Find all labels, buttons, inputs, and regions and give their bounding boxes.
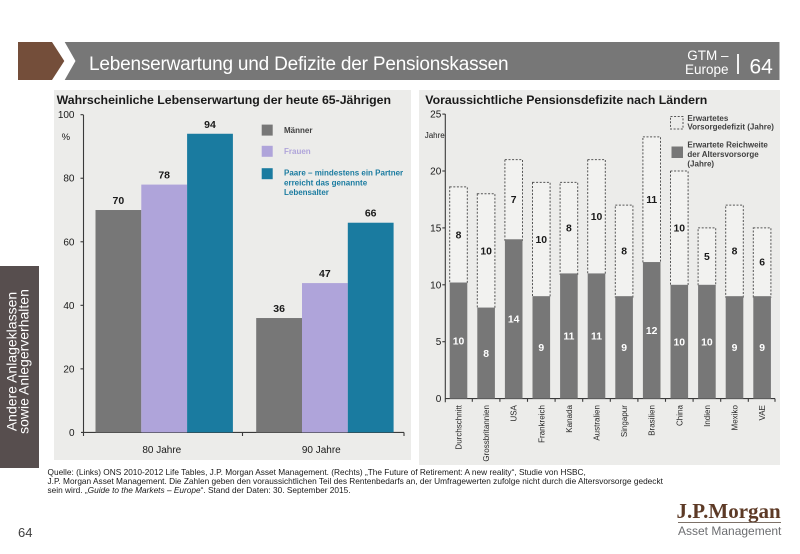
svg-text:Männer: Männer [284,126,312,135]
svg-text:9: 9 [621,343,627,354]
svg-text:78: 78 [158,170,170,182]
svg-text:Durchschnitt: Durchschnitt [455,404,464,449]
svg-text:47: 47 [319,268,331,280]
svg-text:Wahrscheinliche Lebenserwartun: Wahrscheinliche Lebenserwartung der heut… [57,93,391,107]
svg-text:36: 36 [273,303,285,315]
svg-text:Kanada: Kanada [565,405,574,433]
svg-text:10: 10 [701,337,713,348]
svg-text:5: 5 [436,337,442,348]
svg-text:USA: USA [510,404,519,421]
svg-text:80 Jahre: 80 Jahre [142,445,181,456]
svg-text:60: 60 [63,237,75,248]
svg-text:25: 25 [430,110,442,121]
svg-text:10: 10 [453,336,465,347]
svg-text:0: 0 [436,394,442,405]
svg-text:Frauen: Frauen [284,147,311,156]
svg-text:Vorsorgedefizit (Jahre): Vorsorgedefizit (Jahre) [687,122,774,131]
svg-text:10: 10 [430,280,442,291]
svg-text:GTM –: GTM – [687,48,729,63]
svg-text:70: 70 [113,195,125,207]
svg-text:12: 12 [646,326,658,337]
svg-text:China: China [675,405,684,426]
svg-text:Brasilien: Brasilien [648,405,657,436]
svg-text:Europe: Europe [685,62,729,77]
svg-text:Frankreich: Frankreich [537,405,546,443]
svg-text:Erwartete Reichweite: Erwartete Reichweite [687,141,768,150]
svg-text:8: 8 [483,349,489,360]
svg-text:VAE: VAE [758,405,767,420]
svg-text:90 Jahre: 90 Jahre [302,445,341,456]
svg-text:8: 8 [566,224,572,235]
svg-text:Jahre: Jahre [425,131,446,140]
svg-text:Mexiko: Mexiko [731,405,740,431]
svg-text:erreicht das genannte: erreicht das genannte [284,178,368,187]
svg-text:Singapur: Singapur [620,405,629,437]
svg-text:Lebenserwartung und Defizite d: Lebenserwartung und Defizite der Pension… [89,54,508,75]
svg-text:9: 9 [759,343,765,354]
svg-text:Erwartetes: Erwartetes [687,114,728,123]
svg-text:94: 94 [204,119,216,131]
svg-text:80: 80 [63,174,75,185]
svg-text:10: 10 [536,235,548,246]
svg-text:8: 8 [621,246,627,257]
svg-text:%: % [62,132,71,143]
svg-text:der Altersvorsorge: der Altersvorsorge [687,150,759,159]
svg-text:(Jahre): (Jahre) [687,160,714,169]
svg-text:11: 11 [563,332,574,343]
svg-text:5: 5 [704,252,710,263]
svg-text:14: 14 [508,315,520,326]
svg-text:0: 0 [69,428,75,439]
svg-text:Paare – mindestens ein Partner: Paare – mindestens ein Partner [284,169,403,178]
svg-text:100: 100 [58,110,75,121]
svg-text:Indien: Indien [703,405,712,427]
svg-text:10: 10 [591,212,603,223]
svg-text:10: 10 [674,224,686,235]
svg-text:8: 8 [732,246,738,257]
svg-text:Grossbritannien: Grossbritannien [482,405,491,461]
svg-text:9: 9 [538,343,544,354]
svg-text:Voraussichtliche Pensionsdefiz: Voraussichtliche Pensionsdefizite nach L… [425,93,707,107]
svg-text:10: 10 [480,246,492,257]
svg-text:Australien: Australien [593,405,602,441]
svg-text:Lebensalter: Lebensalter [284,188,329,197]
svg-text:8: 8 [456,230,462,241]
svg-text:10: 10 [674,337,686,348]
svg-text:11: 11 [646,195,657,206]
svg-text:20: 20 [430,167,442,178]
svg-text:20: 20 [63,364,75,375]
svg-text:40: 40 [63,301,75,312]
svg-text:9: 9 [732,343,738,354]
svg-text:7: 7 [511,195,517,206]
svg-text:11: 11 [591,332,602,343]
svg-text:15: 15 [430,223,442,234]
svg-text:6: 6 [759,258,765,269]
svg-text:66: 66 [365,208,377,220]
svg-text:64: 64 [750,56,774,79]
